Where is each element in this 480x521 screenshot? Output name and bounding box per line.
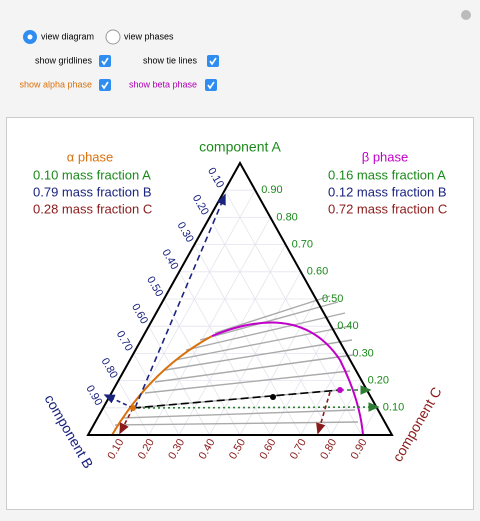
checkbox-box [205, 79, 217, 91]
phase-fraction: 0.16 mass fraction A [328, 167, 446, 182]
gridline [224, 190, 362, 436]
gridline [361, 407, 378, 436]
alpha-c-arrow [119, 407, 134, 435]
checkbox[interactable] [205, 79, 217, 91]
tie-line [185, 312, 346, 351]
phase-fraction: 0.28 mass fraction C [33, 201, 152, 216]
beta-c-arrow [316, 391, 331, 435]
radio-label: view diagram [41, 31, 94, 41]
phase-fraction: 0.10 mass fraction A [33, 167, 151, 182]
gear-icon[interactable] [461, 10, 471, 20]
gridline [133, 353, 180, 436]
checkbox[interactable] [99, 79, 111, 91]
overall-point [270, 394, 276, 400]
checkbox-label: show beta phase [129, 79, 197, 89]
gridline [148, 217, 271, 436]
radio-label: view phases [124, 31, 174, 41]
alpha-point [130, 405, 136, 411]
gridline [300, 353, 347, 436]
tick-a: 0.70 [292, 239, 313, 251]
phase-title: α phase [67, 149, 114, 164]
tie-line-current [132, 389, 341, 409]
tick-a: 0.50 [322, 293, 343, 305]
tie-line [154, 354, 354, 383]
beta-point [337, 387, 343, 393]
tie-line [214, 295, 331, 334]
gridline [194, 244, 302, 436]
checkbox-box [99, 55, 111, 67]
checkmark [209, 57, 217, 66]
triangle [86, 160, 394, 436]
gridline [163, 298, 241, 436]
gridline [209, 217, 332, 436]
diagram-panel [6, 117, 474, 510]
checkmark [101, 81, 109, 90]
alpha-b-arrow [103, 394, 134, 409]
checkbox-box [99, 79, 111, 91]
tick-a: 0.40 [337, 320, 358, 332]
tick-a: 0.60 [307, 266, 328, 278]
checkmark [101, 57, 109, 66]
gridline [239, 298, 317, 436]
phase-fraction: 0.72 mass fraction C [328, 201, 447, 216]
phase-title: β phase [362, 149, 409, 164]
checkmark [207, 81, 215, 90]
tie-line [144, 370, 351, 394]
checkbox[interactable] [99, 55, 111, 67]
tick-a: 0.10 [383, 402, 404, 414]
tick-a: 0.90 [261, 184, 282, 196]
tick-a: 0.30 [352, 347, 373, 359]
tie-line [164, 339, 353, 371]
checkbox[interactable] [207, 55, 219, 67]
alpha-a-arrow [134, 193, 226, 409]
beta-curve [211, 321, 364, 436]
tie-line [121, 409, 356, 419]
checkbox-label: show alpha phase [19, 79, 92, 89]
tick-a: 0.80 [276, 211, 297, 223]
checkbox-label: show tie lines [143, 55, 198, 65]
checkbox-label: show gridlines [35, 55, 93, 65]
alpha-curve [111, 335, 213, 436]
radio-diagram[interactable] [23, 30, 37, 44]
tie-line [199, 301, 339, 341]
alpha-a-line [132, 402, 380, 412]
tie-line [174, 325, 351, 361]
vertex-label: component A [199, 139, 281, 155]
radio-phases[interactable] [105, 29, 121, 45]
checkbox-box [207, 55, 219, 67]
phase-fraction: 0.79 mass fraction B [33, 184, 152, 199]
phase-fraction: 0.12 mass fraction B [328, 184, 447, 199]
tick-a: 0.20 [368, 375, 389, 387]
